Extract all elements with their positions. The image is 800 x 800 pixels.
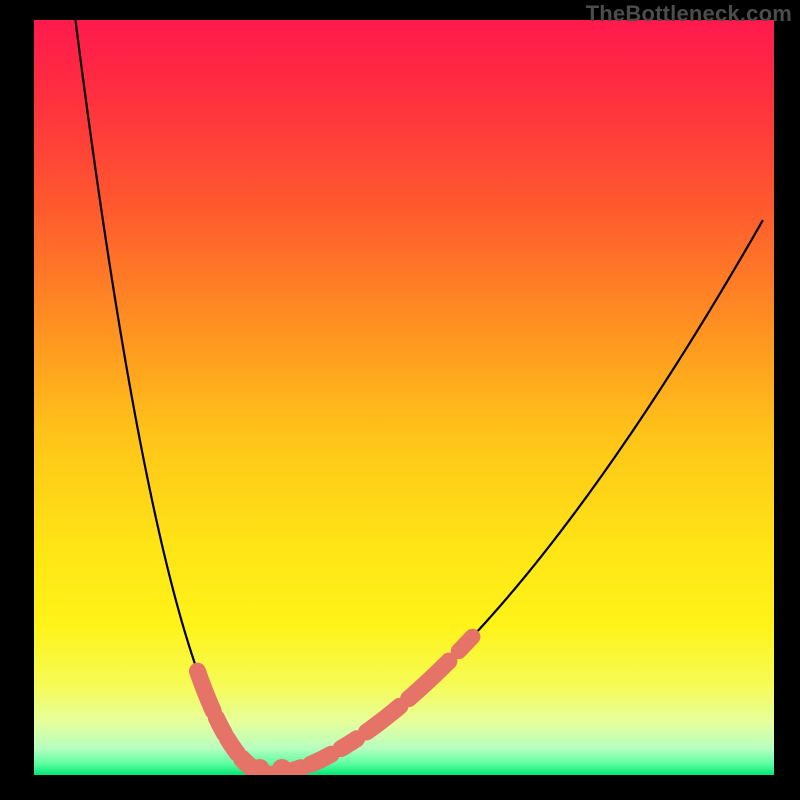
marker-group [197, 637, 472, 775]
marker-segment [311, 754, 332, 764]
curve-layer [34, 20, 774, 775]
marker-segment [227, 739, 237, 754]
marker-blob [272, 759, 292, 775]
marker-segment [409, 661, 449, 699]
marker-segment [341, 739, 357, 749]
marker-segment [197, 671, 213, 711]
plot-area [34, 20, 774, 775]
marker-segment [459, 637, 473, 651]
stage: TheBottleneck.com [0, 0, 800, 800]
bottleneck-curve [75, 20, 762, 775]
watermark-text: TheBottleneck.com [586, 1, 792, 27]
marker-segment [366, 706, 399, 732]
